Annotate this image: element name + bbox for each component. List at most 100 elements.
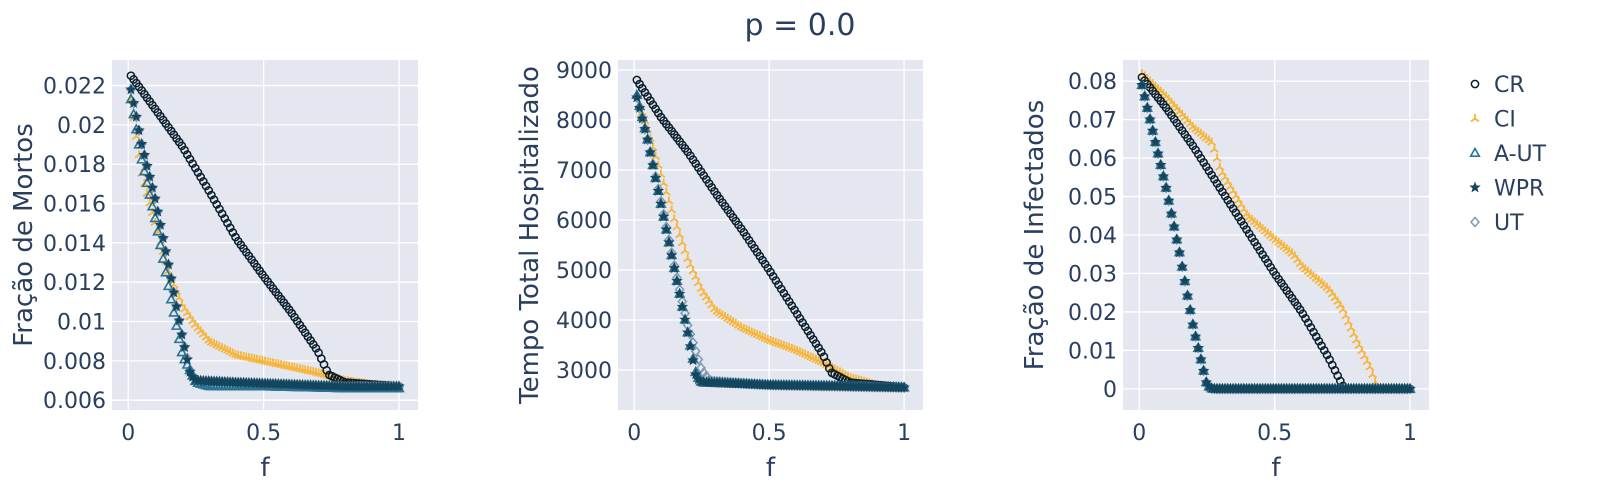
data-point bbox=[188, 159, 197, 168]
data-point bbox=[144, 170, 156, 182]
y-tick-label: 5000 bbox=[556, 259, 612, 284]
data-point bbox=[184, 365, 196, 377]
data-point bbox=[1141, 101, 1154, 113]
x-tick-label: 1 bbox=[1403, 421, 1417, 446]
data-point bbox=[144, 188, 156, 199]
data-point bbox=[1176, 260, 1188, 272]
data-point bbox=[669, 214, 679, 223]
data-point bbox=[668, 262, 680, 274]
data-point bbox=[311, 343, 321, 353]
data-point bbox=[1146, 124, 1159, 136]
data-point bbox=[1171, 233, 1183, 245]
data-point bbox=[393, 380, 405, 392]
data-point bbox=[1309, 327, 1318, 337]
data-point bbox=[154, 218, 167, 230]
data-point bbox=[655, 197, 667, 209]
data-point bbox=[180, 145, 189, 155]
x-tick-label: 1 bbox=[392, 421, 406, 446]
data-point bbox=[1322, 350, 1332, 360]
data-point bbox=[1311, 332, 1321, 341]
data-point bbox=[201, 181, 211, 191]
data-point bbox=[138, 148, 151, 160]
legend-label: CI bbox=[1494, 108, 1516, 133]
data-point bbox=[677, 238, 687, 247]
data-point bbox=[1136, 78, 1148, 90]
data-point bbox=[162, 258, 175, 270]
data-point bbox=[687, 354, 699, 366]
data-point bbox=[633, 101, 646, 113]
data-point bbox=[157, 232, 169, 243]
data-point bbox=[193, 168, 203, 177]
y-tick-label: 3000 bbox=[556, 359, 612, 384]
data-point bbox=[665, 249, 678, 261]
y-tick-label: 0.022 bbox=[43, 75, 106, 100]
data-point bbox=[177, 141, 187, 151]
data-point bbox=[647, 159, 659, 171]
y-tick-label: 0.008 bbox=[43, 350, 106, 375]
y-tick-label: 0.02 bbox=[57, 114, 106, 139]
data-point bbox=[657, 210, 670, 222]
legend-item-ci: CI bbox=[1470, 108, 1516, 133]
data-point bbox=[151, 205, 164, 217]
data-point bbox=[178, 341, 191, 353]
y-tick-label: 0.012 bbox=[43, 271, 106, 296]
data-point bbox=[1319, 345, 1329, 355]
data-point bbox=[1144, 113, 1156, 125]
legend-label: CR bbox=[1494, 73, 1525, 98]
legend-item-a-ut: A-UT bbox=[1469, 142, 1547, 167]
y-tick-label: 8000 bbox=[556, 109, 612, 134]
legend-item-ut: UT bbox=[1469, 211, 1524, 236]
y-tick-label: 0.018 bbox=[43, 153, 106, 178]
data-point bbox=[680, 246, 690, 255]
data-point bbox=[663, 236, 675, 248]
data-point bbox=[136, 153, 148, 164]
data-point bbox=[631, 91, 643, 103]
y-tick-label: 4000 bbox=[556, 309, 612, 334]
subplot-2: 0 0.5 1 3000 4000 5000 6000 7000 8000 9000 f Tempo … bbox=[515, 59, 923, 483]
data-point bbox=[149, 212, 161, 223]
data-point bbox=[322, 365, 332, 375]
data-point bbox=[659, 178, 669, 187]
data-point bbox=[1317, 341, 1326, 351]
data-point bbox=[217, 209, 227, 219]
data-point bbox=[130, 110, 143, 122]
data-point bbox=[141, 177, 153, 188]
legend-item-cr: CR bbox=[1470, 73, 1525, 98]
legend-marker-icon bbox=[1469, 146, 1481, 157]
data-point bbox=[160, 245, 172, 257]
data-point bbox=[165, 293, 177, 304]
data-point bbox=[1301, 313, 1310, 323]
data-point bbox=[160, 266, 172, 277]
data-point bbox=[1197, 364, 1210, 376]
data-point bbox=[664, 196, 674, 205]
y-axis-label: Fração de Mortos bbox=[9, 123, 39, 347]
data-point bbox=[679, 313, 691, 325]
data-point bbox=[667, 205, 677, 214]
y-tick-label: 0.01 bbox=[57, 311, 106, 336]
y-tick-label: 0.02 bbox=[1068, 301, 1117, 326]
data-point bbox=[1207, 137, 1217, 146]
y-tick-label: 6000 bbox=[556, 209, 612, 234]
data-point bbox=[196, 172, 206, 182]
data-point bbox=[127, 97, 140, 108]
data-point bbox=[1200, 376, 1213, 388]
data-point bbox=[190, 163, 200, 173]
data-point bbox=[1149, 136, 1162, 147]
data-point bbox=[676, 300, 689, 312]
x-tick-label: 0.5 bbox=[1257, 421, 1292, 446]
x-tick-label: 0.5 bbox=[752, 421, 787, 446]
data-point bbox=[1162, 194, 1175, 206]
data-point bbox=[641, 133, 654, 145]
legend-marker-icon bbox=[1469, 181, 1481, 193]
series-wpr bbox=[631, 91, 910, 393]
data-point bbox=[644, 146, 657, 158]
data-point bbox=[149, 192, 161, 204]
y-tick-label: 9000 bbox=[556, 59, 612, 84]
data-point bbox=[1189, 330, 1202, 342]
data-point bbox=[170, 300, 183, 312]
x-tick-label: 0.5 bbox=[246, 421, 281, 446]
data-point bbox=[1303, 318, 1313, 328]
legend-label: WPR bbox=[1494, 177, 1544, 202]
legend-marker-icon bbox=[1469, 216, 1481, 228]
legend-marker-icon bbox=[1470, 114, 1480, 123]
